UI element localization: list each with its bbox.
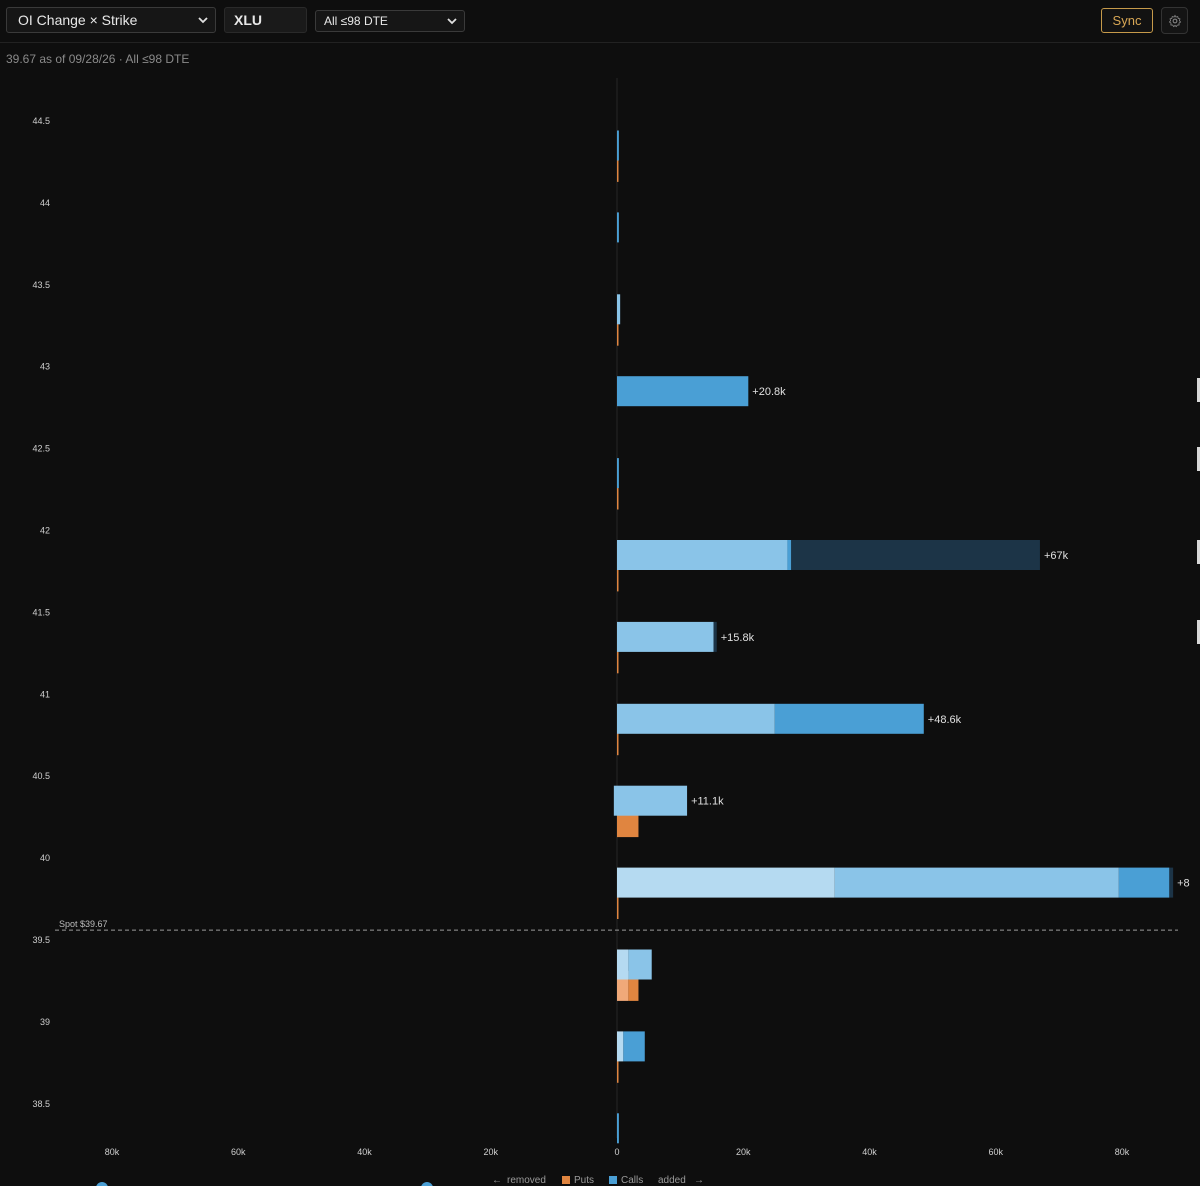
- call-bar-44: [617, 212, 619, 243]
- edge-marker: [1197, 620, 1200, 644]
- dte-select-value: All ≤98 DTE: [324, 14, 388, 28]
- call-bar-44.5: [617, 130, 619, 161]
- y-tick-label: 41.5: [32, 607, 50, 617]
- call-bar-39: [617, 1031, 624, 1062]
- put-bar-42: [617, 479, 619, 510]
- gear-icon: [1168, 14, 1181, 27]
- data-label: +67k: [1044, 550, 1069, 562]
- put-bar-41: [617, 643, 619, 674]
- call-bar-39.5: [628, 949, 652, 980]
- call-bar-42: [787, 540, 792, 570]
- call-bar-40.5: [613, 785, 688, 816]
- call-bar-42: [617, 540, 788, 570]
- call-bar-40: [1118, 867, 1170, 898]
- toolbar: OI Change × Strike XLU All ≤98 DTE Sync: [0, 0, 1200, 43]
- y-tick-label: 42.5: [32, 444, 50, 454]
- y-tick-label: 41: [40, 689, 50, 699]
- call-bar-40: [834, 867, 1119, 898]
- ticker-value: XLU: [234, 12, 262, 28]
- legend-item: removed: [507, 1175, 546, 1186]
- chevron-down-icon: [447, 18, 457, 25]
- y-tick-label: 44.5: [32, 116, 50, 126]
- call-bar-40: [617, 867, 835, 898]
- edge-marker: [1197, 447, 1200, 471]
- legend-swatch: [562, 1176, 570, 1184]
- legend-item: Puts: [574, 1175, 594, 1186]
- call-bar-40: [1169, 867, 1174, 898]
- call-bar-41: [774, 703, 924, 734]
- sync-button[interactable]: Sync: [1101, 8, 1153, 33]
- x-tick-label: 0: [614, 1147, 619, 1157]
- x-tick-label: 40k: [357, 1147, 372, 1157]
- call-bar-38.5: [617, 1113, 619, 1144]
- y-tick-label: 39.5: [32, 935, 50, 945]
- scroll-dot-mid: [421, 1182, 433, 1186]
- put-bar-38.5: [617, 1052, 619, 1083]
- call-bar-42.5: [617, 458, 619, 489]
- y-tick-label: 42: [40, 526, 50, 536]
- x-tick-label: 80k: [105, 1147, 120, 1157]
- chart-subtitle: 39.67 as of 09/28/26 · All ≤98 DTE: [6, 52, 190, 66]
- spot-label: Spot $39.67: [59, 919, 108, 929]
- put-bar-39.5: [617, 889, 619, 919]
- y-tick-label: 40.5: [32, 771, 50, 781]
- legend-swatch: [609, 1176, 617, 1184]
- legend-item: Calls: [621, 1175, 643, 1186]
- call-bar-42: [791, 540, 1040, 570]
- y-tick-label: 40: [40, 853, 50, 863]
- call-bar-39: [623, 1031, 645, 1062]
- call-bar-41.5: [713, 621, 717, 652]
- x-tick-label: 80k: [1115, 1147, 1130, 1157]
- y-tick-label: 43: [40, 362, 50, 372]
- sync-button-label: Sync: [1112, 13, 1142, 28]
- chevron-down-icon: [198, 17, 208, 24]
- edge-marker: [1197, 540, 1200, 564]
- call-bar-39.5: [617, 949, 629, 980]
- call-bar-41: [617, 703, 775, 734]
- call-bar-43.5: [617, 294, 621, 325]
- data-label: +20.8k: [752, 386, 786, 398]
- metric-select-value: OI Change × Strike: [18, 12, 138, 28]
- call-bar-41.5: [617, 621, 714, 652]
- y-tick-label: 39: [40, 1017, 50, 1027]
- y-tick-label: 43.5: [32, 280, 50, 290]
- put-bar-40.5: [617, 725, 619, 756]
- data-label: +11.1k: [691, 796, 724, 808]
- x-tick-label: 20k: [736, 1147, 751, 1157]
- legend-arrow-right: →: [694, 1175, 704, 1186]
- legend-item: added: [658, 1175, 686, 1186]
- settings-button[interactable]: [1161, 7, 1188, 34]
- put-bar-39: [628, 970, 639, 1001]
- metric-select[interactable]: OI Change × Strike: [6, 7, 216, 33]
- call-bar-43: [617, 376, 749, 407]
- x-tick-label: 60k: [231, 1147, 246, 1157]
- x-tick-label: 40k: [862, 1147, 877, 1157]
- put-bar-43: [617, 315, 619, 346]
- dte-select[interactable]: All ≤98 DTE: [315, 10, 465, 32]
- y-tick-label: 44: [40, 198, 50, 208]
- legend-arrow-left: ←: [492, 1175, 502, 1186]
- data-label: +8: [1177, 878, 1190, 890]
- data-label: +48.6k: [928, 714, 962, 726]
- scroll-dot-left: [96, 1182, 108, 1186]
- edge-marker: [1197, 378, 1200, 402]
- data-label: +15.8k: [721, 632, 755, 644]
- y-tick-label: 38.5: [32, 1099, 50, 1109]
- ticker-input[interactable]: XLU: [224, 7, 307, 33]
- x-tick-label: 60k: [988, 1147, 1003, 1157]
- put-bar-39: [617, 970, 629, 1001]
- put-bar-44: [617, 151, 619, 182]
- x-tick-label: 20k: [483, 1147, 498, 1157]
- put-bar-41.5: [617, 561, 619, 592]
